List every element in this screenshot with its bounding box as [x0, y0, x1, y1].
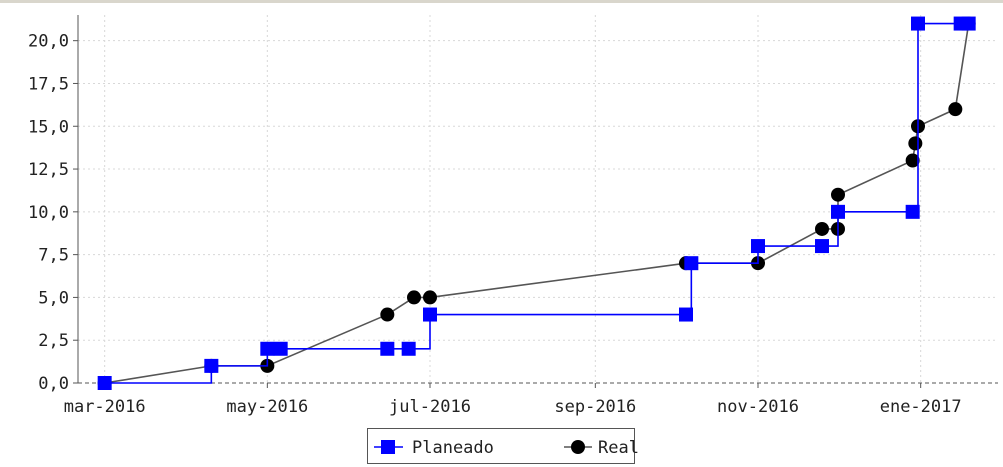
data-point-planeado: [204, 358, 219, 373]
x-tick-label: nov-2016: [717, 397, 799, 417]
data-point-planeado: [911, 16, 925, 31]
data-point-planeado: [401, 341, 416, 356]
axes: 0,0 2,5 5,0 7,5 10,0 12,5 15,0 17,5 20,0 mar-2016…: [28, 15, 998, 417]
top-border: [0, 0, 1003, 3]
grid: [78, 15, 998, 383]
x-tick-label: jul-2016: [389, 397, 471, 417]
data-point-real: [831, 187, 845, 202]
y-tick-label: 17,5: [28, 74, 69, 94]
data-point-planeado: [684, 256, 699, 271]
data-point-planeado: [905, 204, 920, 219]
series-layer: [97, 16, 976, 390]
y-tick-label: 20,0: [28, 32, 69, 52]
data-point-planeado: [97, 376, 112, 390]
y-tick-label: 12,5: [28, 160, 69, 180]
y-tick-label: 10,0: [28, 203, 69, 223]
legend: [367, 428, 635, 464]
data-point-real: [908, 136, 923, 151]
data-point-real: [905, 153, 920, 168]
legend-marker-planeado: [381, 440, 395, 454]
data-point-planeado: [260, 341, 275, 356]
legend-label-real: Real: [598, 438, 639, 458]
data-point-planeado: [423, 307, 437, 322]
data-point-planeado: [679, 307, 693, 322]
data-point-planeado: [815, 239, 829, 254]
data-point-planeado: [380, 341, 395, 356]
y-tick-label: 0,0: [38, 374, 69, 394]
x-tick-label: may-2016: [226, 397, 308, 417]
data-point-planeado: [751, 239, 765, 254]
data-point-real: [815, 221, 829, 236]
legend-marker-real: [571, 440, 585, 454]
data-point-planeado: [961, 16, 976, 31]
x-tick-label: mar-2016: [64, 397, 146, 417]
data-point-real: [423, 290, 437, 305]
y-tick-label: 5,0: [38, 288, 69, 308]
x-tick-label: ene-2017: [880, 397, 962, 417]
data-point-planeado: [273, 341, 288, 356]
data-point-planeado: [831, 204, 845, 219]
y-tick-label: 7,5: [38, 246, 69, 266]
y-tick-label: 2,5: [38, 331, 69, 351]
data-point-real: [380, 307, 395, 322]
legend-label-planeado: Planeado: [412, 438, 494, 458]
data-point-real: [407, 290, 421, 305]
x-tick-label: sep-2016: [554, 397, 636, 417]
y-tick-label: 15,0: [28, 117, 69, 137]
data-point-real: [948, 102, 963, 117]
